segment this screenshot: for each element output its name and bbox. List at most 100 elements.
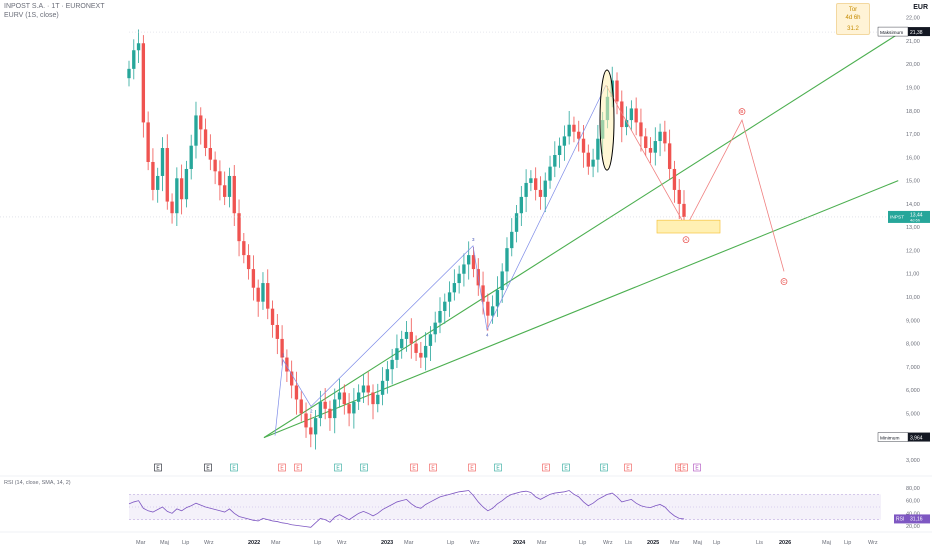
candle-body [514,213,519,232]
candle-body [644,136,648,149]
rsi-value: 31,16 [910,517,923,523]
event-marker: E [230,463,238,472]
price-tick-label: 17,00 [906,132,920,138]
time-tick-label: Maj [693,540,702,546]
max-price-tag-label: Maksimum [880,30,903,36]
candle-body [266,283,270,309]
event-marker: E [468,463,476,472]
rsi-tick-label: 40,00 [906,511,920,517]
chart-subtitle: EURV (1S, close) [4,12,59,19]
wave-label: 2 [310,408,313,413]
wave-label: C [782,279,786,284]
candle-body [361,385,366,393]
candle-body [548,166,552,181]
price-tick-label: 5,000 [906,411,920,417]
min-price-tag: Minimum 3,964 [877,432,930,442]
min-price-tag-value-box [908,432,930,442]
max-price-tag-value: 21,38 [910,30,923,36]
event-marker-label: E [695,466,699,472]
rsi-panel: RSI (14, close, SMA, 14, 2) 80,00 60,00 40,… [4,480,930,530]
event-marker-box [410,463,418,472]
candle-body [400,338,404,349]
candle-body [620,101,624,128]
event-marker-label: E [470,466,474,472]
event-marker: E [624,463,632,472]
candle-body [275,324,279,339]
last-sub: 4d 6h [910,217,920,222]
event-marker-box [278,463,286,472]
event-marker: E [693,463,701,472]
event-marker-box [204,463,212,472]
candle-body [409,331,413,344]
event-marker-label: E [280,466,284,472]
time-tick-label: Mar [404,540,414,546]
countdown-line3: 31.2 [847,26,859,32]
event-marker-box [334,463,342,472]
event-marker: E [410,463,418,472]
price-tick-label: 13,00 [906,225,920,231]
candle-body [385,369,390,381]
event-marker-label: E [296,466,300,472]
candle-body [581,138,586,153]
max-price-tag: Maksimum 21,38 [877,26,930,37]
candle-body [146,122,150,162]
rsi-title: RSI (14, close, SMA, 14, 2) [4,480,71,486]
wave-label: A [684,237,687,242]
event-marker-box [600,463,608,472]
event-marker-label: E [602,466,606,472]
price-tick-label: 18,00 [906,109,920,115]
candle-body [280,338,284,358]
event-marker-box [468,463,476,472]
time-axis: Mar Maj Lip Wrz 2022 Mar Lip Wrz 2023 Mar Lip Wrz 20… [136,540,878,546]
candle-body [304,413,308,428]
candle-body [261,283,265,302]
wave-circle [682,236,690,243]
candle-body [457,273,461,284]
price-tick-label: 7,000 [906,365,920,371]
candle-body [242,241,246,256]
wave-circle [780,278,788,285]
candle-body [586,152,590,167]
event-marker-box [429,463,437,472]
candle-body [648,148,653,153]
candle-body [160,148,165,176]
candle-body [246,255,251,270]
candle-body [543,180,547,197]
time-tick-label: Lis [625,540,632,546]
candle-body [256,287,260,302]
candle-body [309,427,313,435]
candle-body [352,401,356,414]
candle-body [495,290,500,307]
time-tick-label: 2025 [647,540,659,546]
rsi-value-tag: RSI 31,16 [894,514,930,524]
wave-circle [738,108,746,115]
time-tick-label: Maj [822,540,831,546]
chart-grid [0,475,932,533]
candle-body [151,161,155,190]
currency-label: EUR [913,4,928,11]
min-price-tag-label: Minimum [880,435,899,441]
candle-body [337,392,342,400]
time-tick-label: Wrz [337,540,347,546]
event-marker-label: E [362,466,366,472]
event-marker: E [680,463,688,472]
candle-body [510,231,514,249]
candle-body [371,392,375,405]
rsi-ticker: RSI [896,517,904,523]
countdown-line2: 4d 6h [845,15,861,21]
candle-body [132,50,136,69]
price-tick-label: 20,00 [906,62,920,68]
candle-body [500,271,504,291]
event-marker-label: E [232,466,236,472]
event-marker-box [624,463,632,472]
candle-body [203,129,208,149]
event-marker: E [334,463,342,472]
time-tick-label: Mar [670,540,680,546]
time-tick-label: Lis [756,540,763,546]
countdown-line1: Tor [848,7,858,13]
candle-body [433,322,437,335]
support-zone [656,219,721,234]
candle-body [366,385,370,393]
candle-body [658,131,662,142]
